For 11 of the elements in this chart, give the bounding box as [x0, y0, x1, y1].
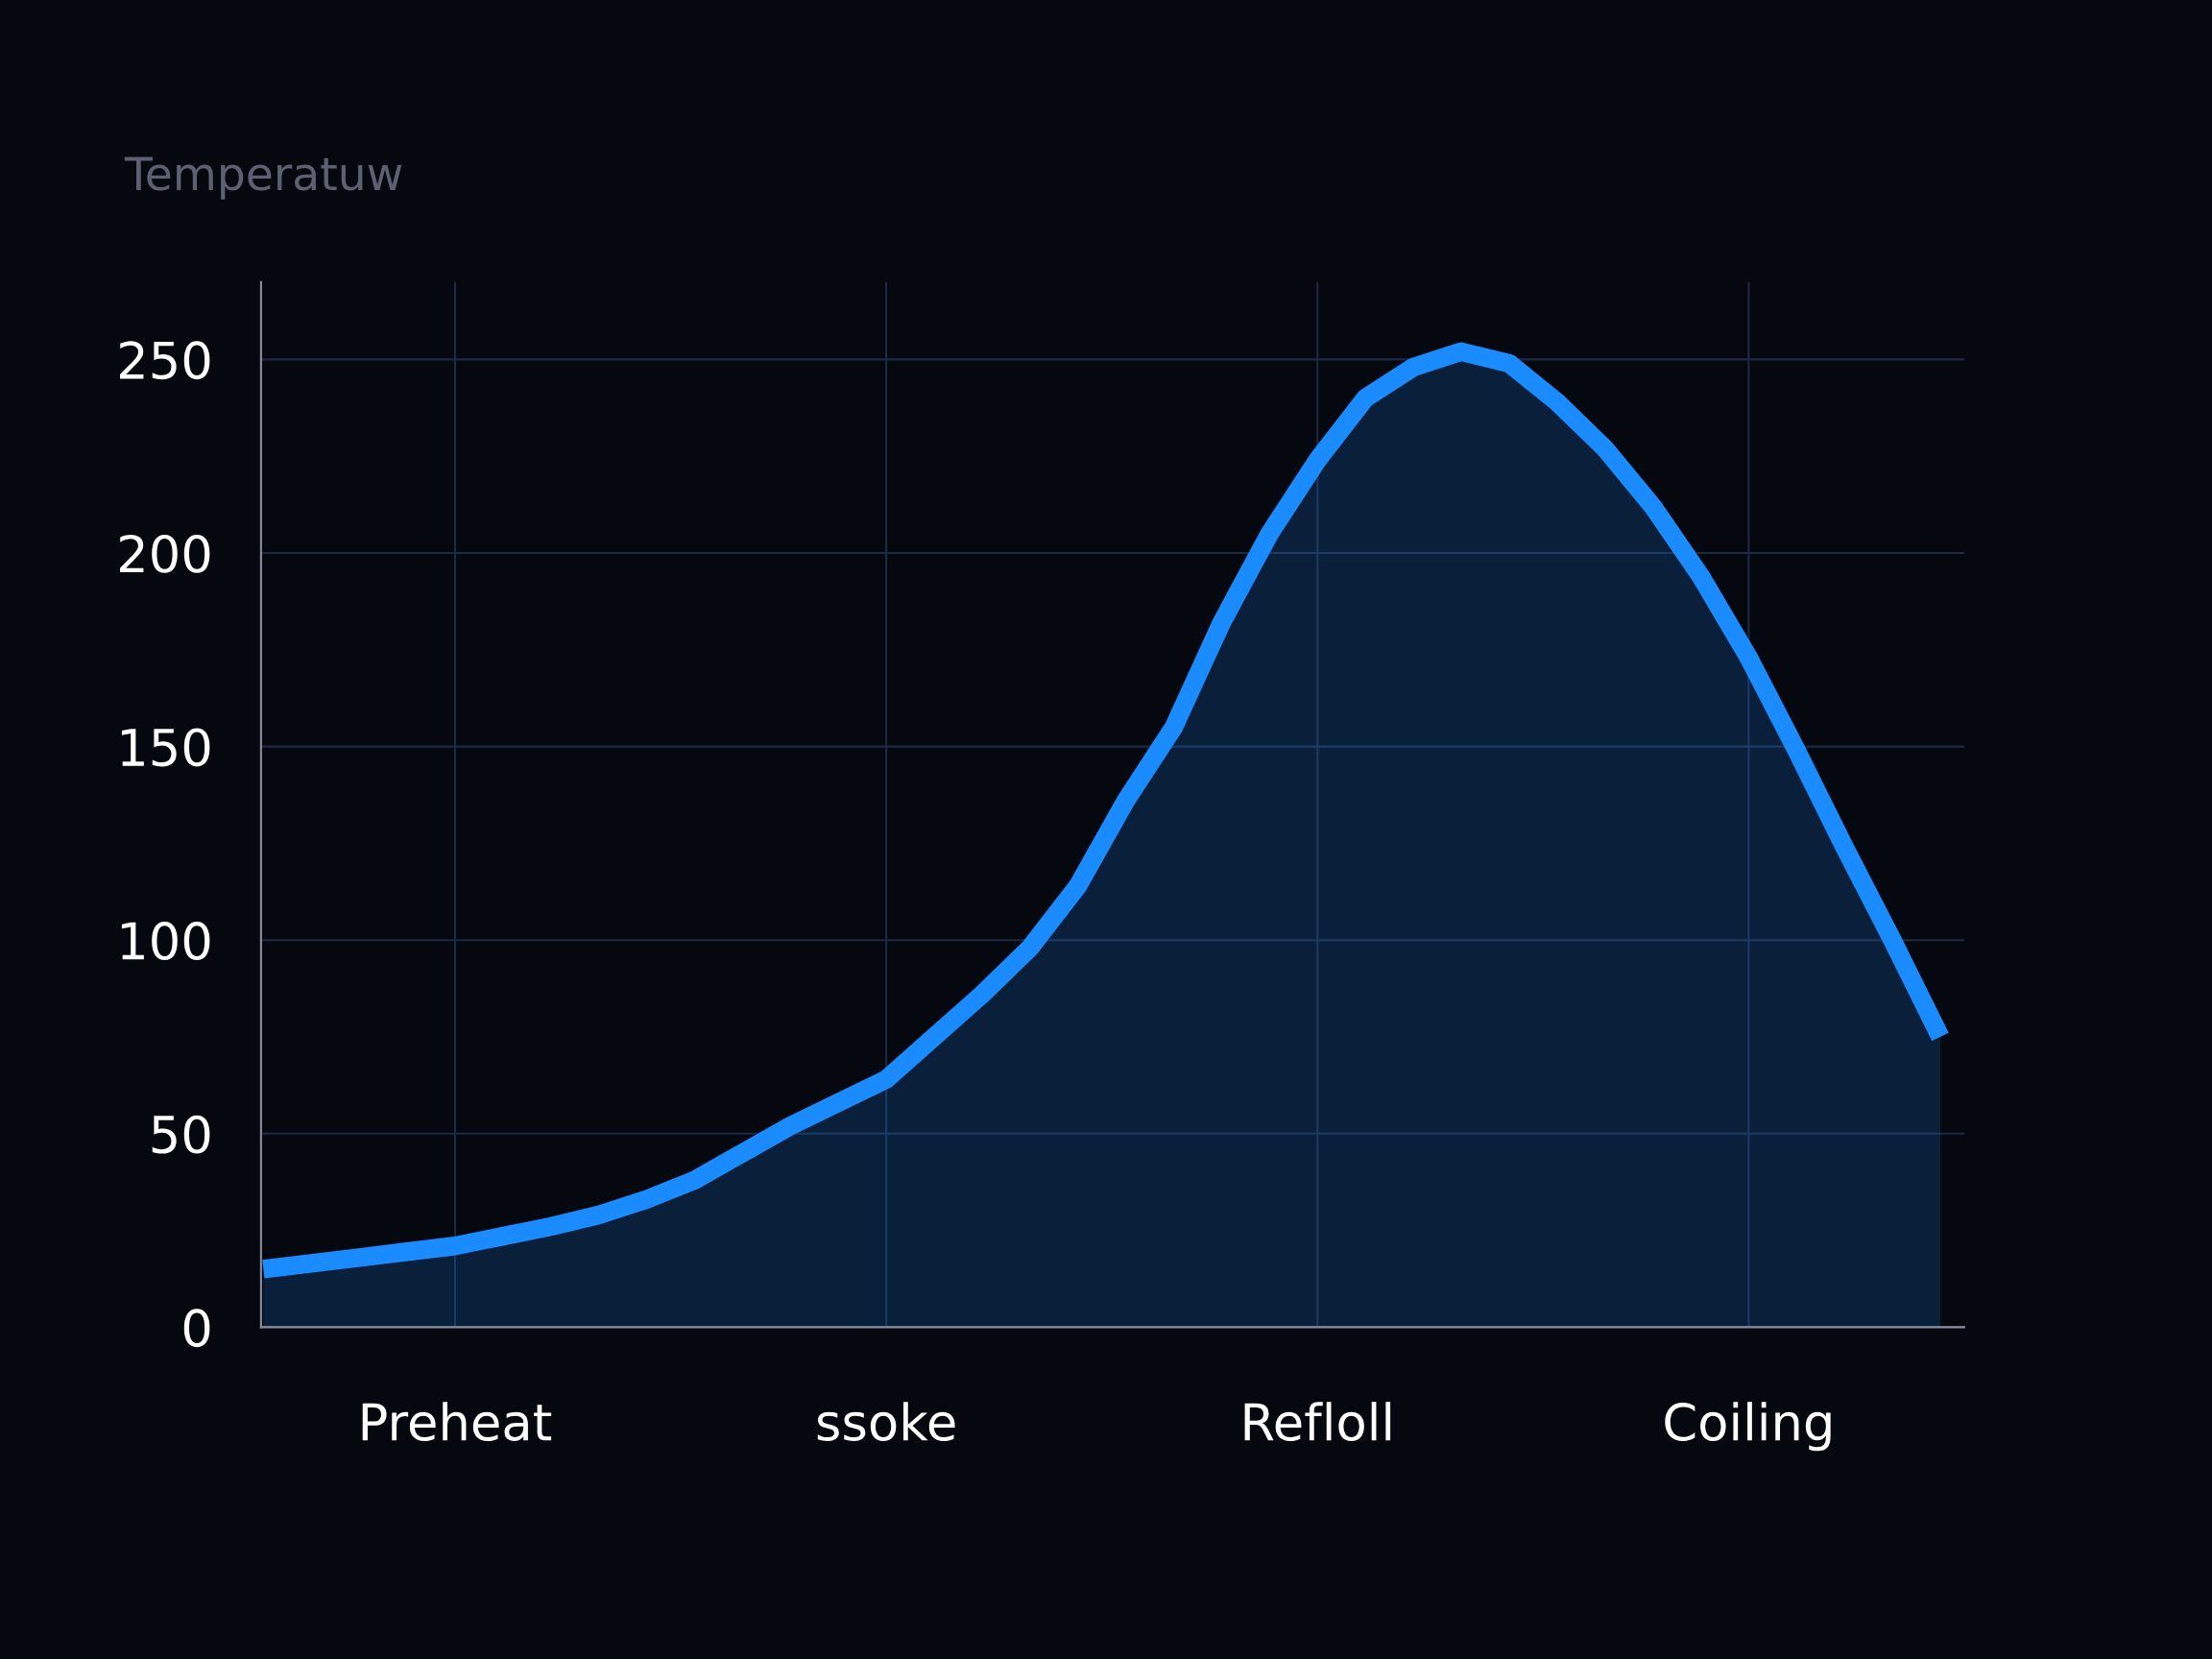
- x-tick-label: Refloll: [1244, 1402, 1391, 1442]
- x-tick-label: Preheat: [362, 1402, 552, 1442]
- y-tick-label: 150: [121, 728, 210, 767]
- y-tick-label: 200: [120, 534, 210, 573]
- y-tick-label: 0: [183, 1309, 210, 1348]
- x-tick-label: ssoke: [817, 1402, 955, 1442]
- y-tick-label: 250: [120, 341, 210, 380]
- x-tick-label: Coiling: [1665, 1402, 1831, 1452]
- y-tick-label: 50: [152, 1115, 210, 1154]
- y-axis-title: Temperatuw: [124, 156, 402, 200]
- y-tick-label: 100: [121, 922, 210, 960]
